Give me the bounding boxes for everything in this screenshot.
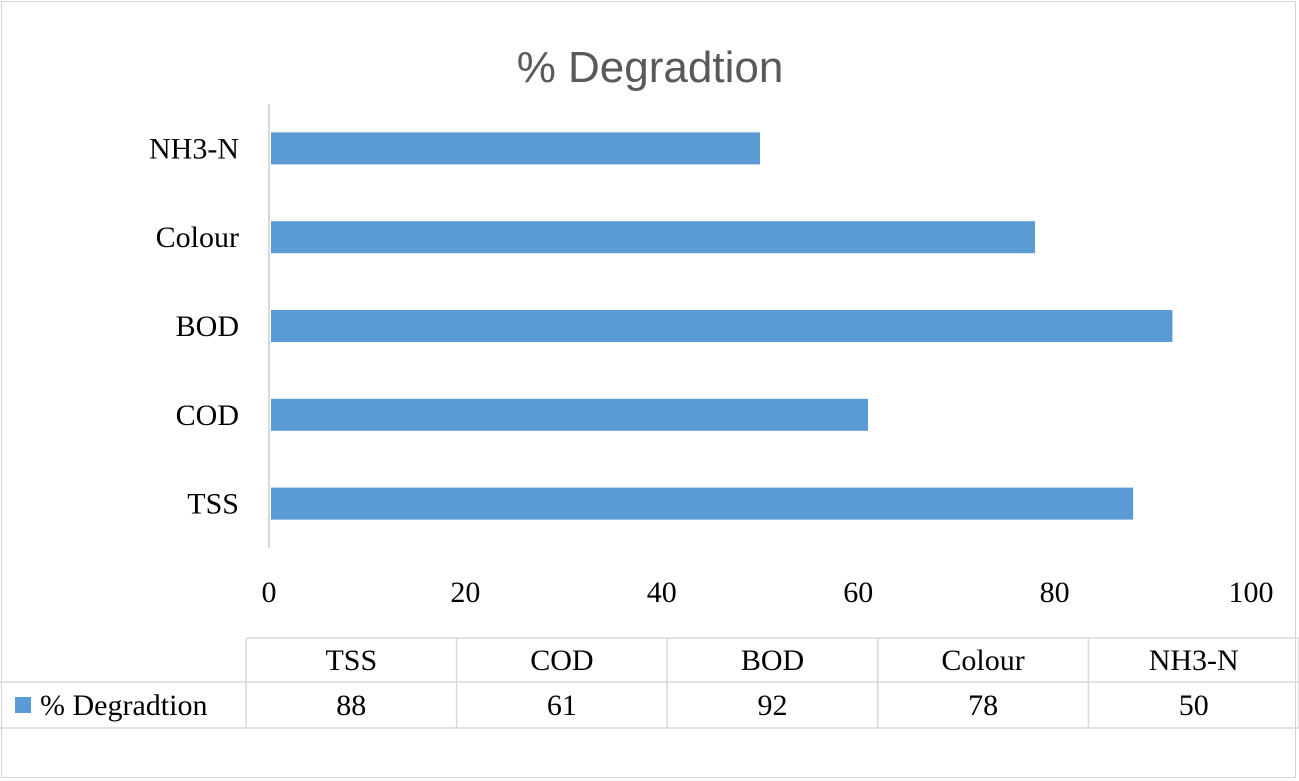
bar-colour <box>271 221 1035 254</box>
chart-title: % Degradtion <box>517 43 784 92</box>
category-labels: TSS COD BOD Colour NH3-N <box>149 132 239 520</box>
x-tick-label: 0 <box>262 576 277 609</box>
x-tick-label: 80 <box>1040 576 1070 609</box>
table-value-cell: 92 <box>758 689 788 722</box>
bar-bod <box>271 310 1173 342</box>
table-value-cell: 50 <box>1179 689 1209 722</box>
bars-layer <box>271 132 1173 520</box>
table-series-name: % Degradtion <box>40 689 207 722</box>
bar-cod <box>271 398 869 431</box>
table-header-cell: TSS <box>325 644 377 677</box>
table-header-cell: NH3-N <box>1149 644 1239 677</box>
x-tick-label: 60 <box>843 576 873 609</box>
legend-swatch <box>15 697 31 713</box>
x-axis-ticks: 0 20 40 60 80 100 <box>262 576 1274 609</box>
category-label: COD <box>176 399 239 432</box>
table-value-cell: 88 <box>336 689 366 722</box>
table-header-cell: COD <box>530 644 593 677</box>
x-tick-label: 100 <box>1229 576 1274 609</box>
x-tick-label: 20 <box>450 576 480 609</box>
data-table: TSS COD BOD Colour NH3-N % Degradtion 88 61 92 78… <box>0 637 1299 729</box>
category-label: Colour <box>156 221 239 254</box>
category-label: BOD <box>176 310 239 343</box>
x-tick-label: 40 <box>647 576 677 609</box>
category-label: TSS <box>187 488 239 521</box>
table-header-cell: Colour <box>941 644 1024 677</box>
table-header-cell: BOD <box>741 644 804 677</box>
table-value-cell: 61 <box>547 689 577 722</box>
bar-tss <box>271 487 1134 520</box>
table-value-cell: 78 <box>968 689 998 722</box>
bar-nh3-n <box>271 132 760 165</box>
category-label: NH3-N <box>149 132 239 165</box>
